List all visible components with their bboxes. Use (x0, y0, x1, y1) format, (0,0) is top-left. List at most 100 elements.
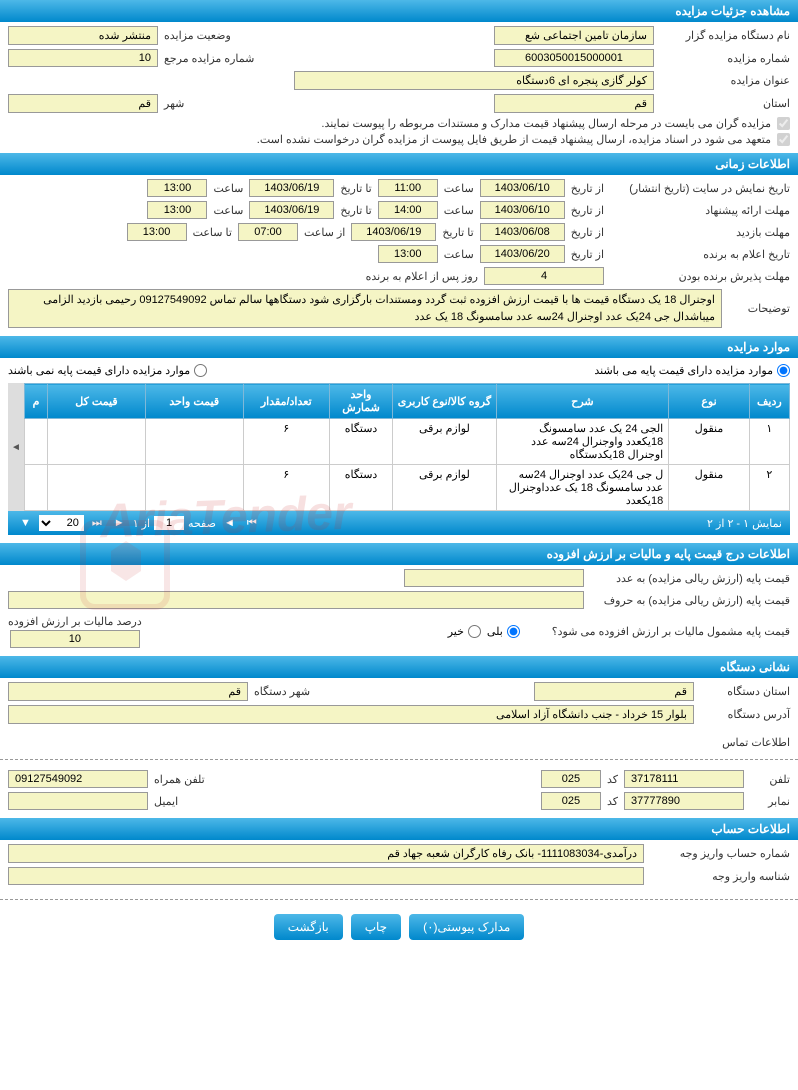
radio-has-base[interactable]: موارد مزایده دارای قیمت پایه می باشند (594, 364, 790, 377)
vat-no-input[interactable] (468, 625, 481, 638)
fax-value: 37777890 (624, 792, 744, 810)
table-cell-desc: الجی 24 یک عدد سامسونگ 18یکعدد واوجنرال … (496, 419, 669, 465)
proposal-from-time: 14:00 (378, 201, 438, 219)
number-value: 6003050015000001 (494, 49, 654, 67)
vat-yes-input[interactable] (507, 625, 520, 638)
vat-pct-value: 10 (10, 630, 140, 648)
time-label-5: ساعت (444, 248, 474, 261)
radio-has-base-label: موارد مزایده دارای قیمت پایه می باشند (594, 364, 773, 377)
accept-unit: روز پس از اعلام به برنده (366, 270, 478, 283)
col-qty: تعداد/مقدار (243, 384, 329, 419)
separator-2 (0, 899, 798, 900)
from-date-label-1: از تاریخ (571, 182, 604, 195)
proposal-from-date: 1403/06/10 (480, 201, 565, 219)
id-value (8, 867, 644, 885)
ref-value: 10 (8, 49, 158, 67)
number-label: شماره مزایده (660, 52, 790, 65)
col-type: نوع (669, 384, 750, 419)
visit-to-time: 13:00 (127, 223, 187, 241)
desc-value: اوجنرال 18 یک دستگاه قیمت ها با قیمت ارز… (8, 289, 722, 328)
pager-last[interactable]: ⏭ (88, 517, 106, 530)
pager-size-down[interactable]: ▼ (16, 517, 35, 529)
table-cell-unit: دستگاه (329, 465, 392, 511)
from-date-label-4: از تاریخ (571, 248, 604, 261)
vat-no-label: خیر (448, 625, 464, 638)
addr-city-label: شهر دستگاه (254, 685, 310, 698)
back-button[interactable]: بازگشت (274, 914, 343, 940)
province-value: قم (494, 94, 654, 113)
email-label: ایمیل (154, 795, 178, 808)
phone-label: تلفن (750, 773, 790, 786)
section-header-address: نشانی دستگاه (0, 656, 798, 678)
table-row: ۱منقولالجی 24 یک عدد سامسونگ 18یکعدد واو… (25, 419, 790, 465)
pager-prev[interactable]: ◄ (220, 517, 239, 529)
table-row: ۲منقولل جی 24یک عدد اوجنرال 24سه عدد سام… (25, 465, 790, 511)
id-label: شناسه واریز وجه (650, 870, 790, 883)
proposal-to-date: 1403/06/19 (249, 201, 334, 219)
vat-q-label: قیمت پایه مشمول مالیات بر ارزش افزوده می… (552, 625, 790, 638)
vat-yes-label: بلی (487, 625, 503, 638)
fax-code: 025 (541, 792, 601, 810)
table-cell-qty: ۶ (243, 465, 329, 511)
org-value: سازمان تامین اجتماعی شع (494, 26, 654, 45)
table-cell-unit_price (145, 465, 243, 511)
table-cell-total (48, 465, 146, 511)
acc-label: شماره حساب واریز وجه (650, 847, 790, 860)
print-button[interactable]: چاپ (351, 914, 401, 940)
note2-checkbox (777, 133, 790, 146)
attachments-button[interactable]: مدارک پیوستی(۰) (409, 914, 524, 940)
from-date-label-3: از تاریخ (571, 226, 604, 239)
ref-label: شماره مزایده مرجع (164, 52, 254, 65)
radio-has-base-input[interactable] (777, 364, 790, 377)
time-label-3: ساعت (444, 204, 474, 217)
col-unit: واحد شمارش (329, 384, 392, 419)
radio-no-base[interactable]: موارد مزایده دارای قیمت پایه نمی باشند (8, 364, 207, 377)
table-header-row: ردیف نوع شرح گروه کالا/نوع کاربری واحد ش… (25, 384, 790, 419)
time-label-2: ساعت (213, 182, 243, 195)
vat-no[interactable]: خیر (448, 625, 481, 638)
page-size-select[interactable]: 20 (39, 515, 84, 531)
time-label-4: ساعت (213, 204, 243, 217)
table-cell-group: لوازم برقی (393, 465, 497, 511)
radio-no-base-input[interactable] (194, 364, 207, 377)
radio-no-base-label: موارد مزایده دارای قیمت پایه نمی باشند (8, 364, 190, 377)
city-value: قم (8, 94, 158, 113)
col-desc: شرح (496, 384, 669, 419)
province-label: استان (660, 97, 790, 110)
display-from-date: 1403/06/10 (480, 179, 565, 197)
display-label: تاریخ نمایش در سایت (تاریخ انتشار) (610, 182, 790, 195)
page-input[interactable] (154, 516, 184, 530)
time-label-1: ساعت (444, 182, 474, 195)
status-label: وضعیت مزایده (164, 29, 231, 42)
section-header-details: مشاهده جزئیات مزایده (0, 0, 798, 22)
to-date-label-2: تا تاریخ (340, 204, 371, 217)
email-value (8, 792, 148, 810)
pager-first[interactable]: ⏮ (243, 517, 261, 530)
status-value: منتشر شده (8, 26, 158, 45)
from-time-label: از ساعت (304, 226, 345, 239)
accept-days: 4 (484, 267, 604, 285)
pager-next[interactable]: ► (110, 517, 129, 529)
display-to-date: 1403/06/19 (249, 179, 334, 197)
section-header-price: اطلاعات درج قیمت پایه و مالیات بر ارزش ا… (0, 543, 798, 565)
base-num-value (404, 569, 584, 587)
display-to-time: 13:00 (147, 179, 207, 197)
table-scroll-left[interactable]: ◄ (8, 383, 24, 511)
vat-yes[interactable]: بلی (487, 625, 520, 638)
to-date-label-3: تا تاریخ (442, 226, 473, 239)
addr-province-value: قم (534, 682, 694, 701)
to-time-label: تا ساعت (193, 226, 232, 239)
visit-to-date: 1403/06/19 (351, 223, 436, 241)
base-num-label: قیمت پایه (ارزش ریالی مزایده) به عدد (590, 572, 790, 585)
visit-label: مهلت بازدید (610, 226, 790, 239)
page-label: صفحه (188, 517, 216, 530)
note1-text: مزایده گران می بایست در مرحله ارسال پیشن… (321, 117, 771, 130)
table-cell-type: منقول (669, 465, 750, 511)
table-cell-total (48, 419, 146, 465)
section-header-account: اطلاعات حساب (0, 818, 798, 840)
note2-text: متعهد می شود در اسناد مزایده، ارسال پیشن… (257, 133, 771, 146)
announce-time: 13:00 (378, 245, 438, 263)
items-table: ردیف نوع شرح گروه کالا/نوع کاربری واحد ش… (24, 383, 790, 511)
phone-value: 37178111 (624, 770, 744, 788)
visit-from-date: 1403/06/08 (480, 223, 565, 241)
